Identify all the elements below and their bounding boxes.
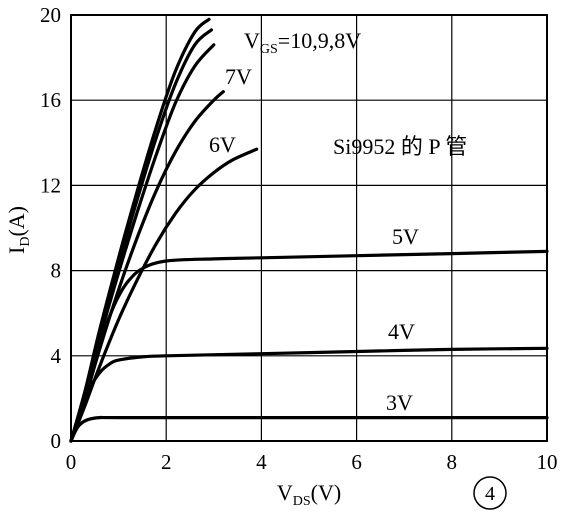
y-tick-label: 12 — [40, 173, 61, 197]
y-tick-label: 0 — [51, 429, 62, 453]
x-axis-label: VDS(V) — [277, 480, 341, 509]
series-line-v-gs-6v — [69, 147, 259, 443]
series-line-v-gs-5v — [69, 249, 549, 443]
x-tick-label: 6 — [351, 450, 362, 474]
y-tick-label: 4 — [51, 344, 62, 368]
series-line-v-gs-4v — [69, 346, 549, 443]
x-tick-label: 10 — [537, 450, 558, 474]
label-vgs-4: 4V — [388, 319, 415, 344]
tick-labels: 0 2 4 6 8 10 0 4 8 12 16 20 — [40, 3, 558, 474]
x-tick-label: 4 — [256, 450, 267, 474]
figure-number: 4 — [473, 476, 507, 510]
device-annotation: Si9952 的 P 管 — [333, 134, 467, 159]
curves — [69, 17, 549, 443]
label-vgs-7: 7V — [225, 64, 252, 89]
label-vgs-6: 6V — [209, 132, 236, 157]
y-tick-label: 16 — [40, 88, 61, 112]
y-axis-label: ID(A) — [4, 206, 33, 254]
svg-text:4: 4 — [485, 483, 495, 505]
plot-frame — [70, 14, 548, 442]
label-vgs-10-9-8: VGS=10,9,8V — [244, 28, 361, 57]
series-line-v-gs-3v — [69, 415, 549, 443]
label-vgs-3: 3V — [386, 390, 413, 415]
y-tick-label: 20 — [40, 3, 61, 27]
label-vgs-5: 5V — [392, 224, 419, 249]
x-tick-label: 2 — [161, 450, 172, 474]
x-tick-label: 0 — [66, 450, 77, 474]
x-tick-label: 8 — [447, 450, 458, 474]
y-tick-label: 8 — [51, 259, 62, 283]
